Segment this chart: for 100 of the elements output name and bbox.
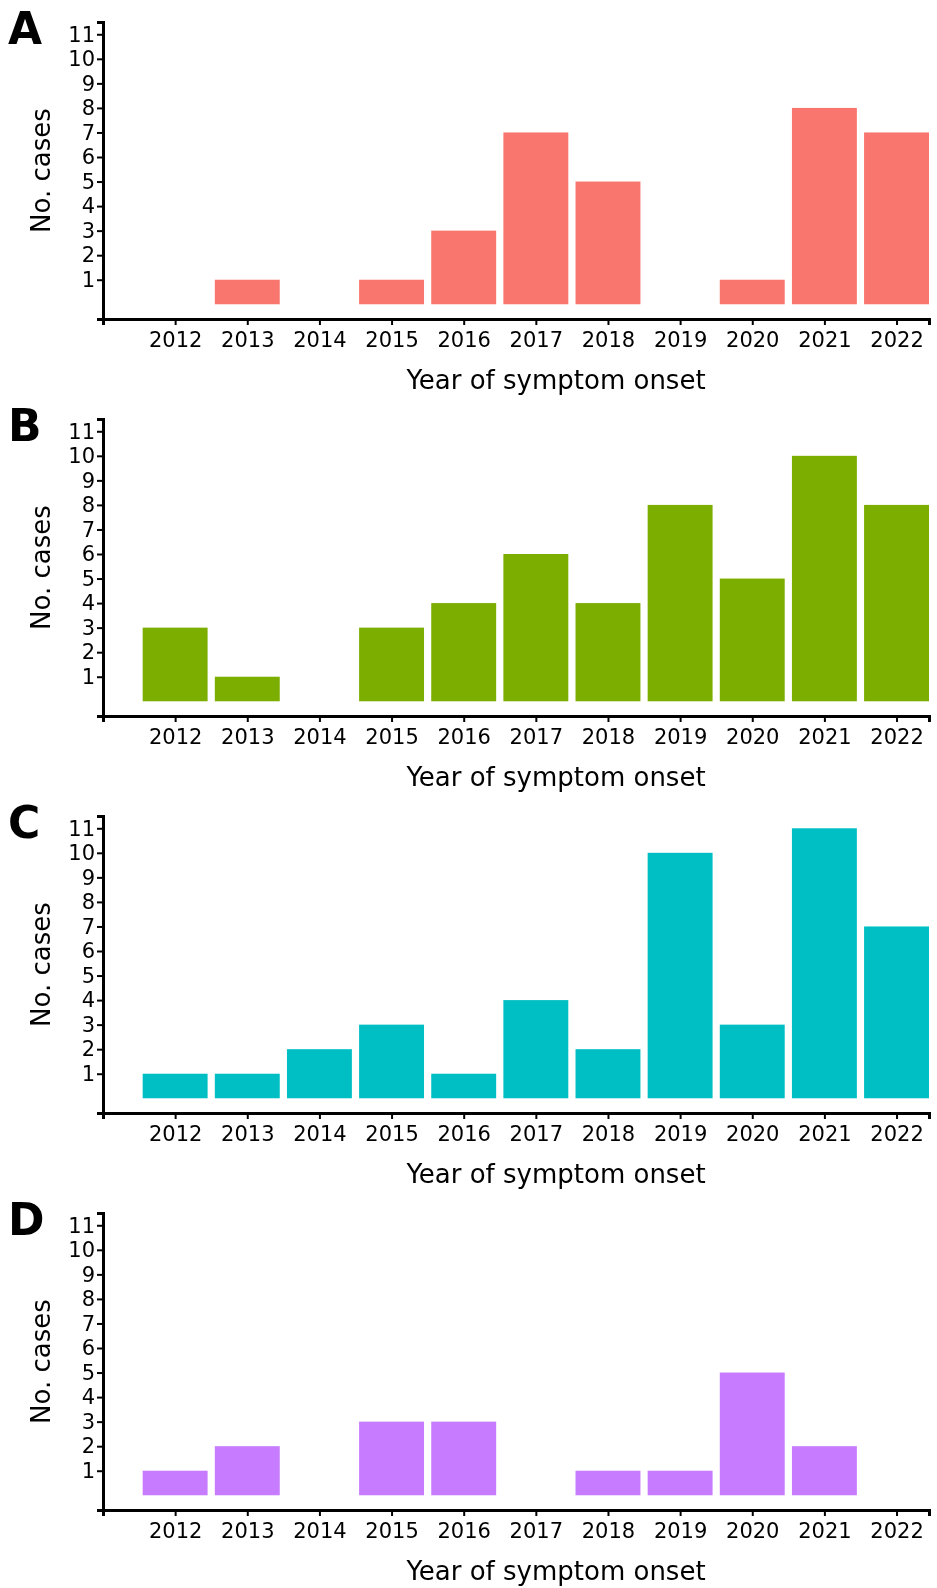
x-tick-label: 2012 xyxy=(148,1121,203,1146)
chart-title: D xyxy=(8,1194,45,1245)
y-tick-label: 11 xyxy=(68,1213,95,1238)
y-tick-label: 2 xyxy=(81,1037,95,1062)
x-tick-label: 2018 xyxy=(581,1121,636,1146)
bar xyxy=(214,676,280,702)
x-tick-label: 2013 xyxy=(221,327,275,352)
y-axis-title: No. cases xyxy=(26,505,56,630)
y-tick-label: 2 xyxy=(81,1434,95,1459)
y-tick-label: 9 xyxy=(81,468,95,493)
bar xyxy=(503,132,569,305)
x-tick-label: 2022 xyxy=(870,1121,924,1146)
bar xyxy=(142,1073,208,1099)
x-tick-label: 2016 xyxy=(437,1518,491,1543)
x-tick-label: 2018 xyxy=(581,724,636,749)
x-tick-label: 2013 xyxy=(221,1121,275,1146)
bar xyxy=(864,132,929,305)
x-tick-label: 2021 xyxy=(798,1121,852,1146)
x-tick-label: 2019 xyxy=(653,327,708,352)
x-tick-label: 2015 xyxy=(365,1518,419,1543)
y-tick-label: 6 xyxy=(81,542,95,567)
bar xyxy=(431,1073,497,1099)
y-tick-label: 4 xyxy=(81,1385,95,1410)
x-tick-label: 2018 xyxy=(581,327,636,352)
y-tick-label: 3 xyxy=(81,1012,95,1037)
y-tick-label: 7 xyxy=(81,120,95,145)
bar xyxy=(359,279,425,305)
x-tick-label: 2019 xyxy=(653,724,708,749)
bar xyxy=(791,828,857,1099)
bar xyxy=(719,1024,785,1099)
y-tick-label: 6 xyxy=(81,939,95,964)
y-axis-title: No. cases xyxy=(26,1299,56,1424)
bar xyxy=(142,627,208,702)
bar xyxy=(142,1470,208,1496)
x-tick-label: 2014 xyxy=(293,724,347,749)
x-tick-label: 2012 xyxy=(148,327,203,352)
bar xyxy=(575,181,641,305)
x-tick-label: 2017 xyxy=(509,724,564,749)
x-tick-label: 2021 xyxy=(798,724,852,749)
y-tick-label: 2 xyxy=(81,640,95,665)
bar xyxy=(791,1446,857,1496)
y-tick-label: 4 xyxy=(81,591,95,616)
y-tick-label: 6 xyxy=(81,145,95,170)
x-tick-label: 2022 xyxy=(870,1518,924,1543)
x-tick-label: 2018 xyxy=(581,1518,636,1543)
bar xyxy=(719,1372,785,1496)
x-axis-title: Year of symptom onset xyxy=(405,762,706,792)
y-tick-label: 11 xyxy=(68,22,95,47)
chart-title: C xyxy=(8,797,41,848)
bar xyxy=(359,1024,425,1099)
bar xyxy=(214,1073,280,1099)
x-tick-label: 2020 xyxy=(726,1518,780,1543)
bar xyxy=(503,1000,569,1099)
y-tick-label: 5 xyxy=(81,963,95,988)
bar xyxy=(359,1421,425,1496)
bar xyxy=(359,627,425,702)
y-tick-label: 8 xyxy=(81,890,95,915)
y-tick-label: 8 xyxy=(81,493,95,518)
x-tick-label: 2022 xyxy=(870,327,924,352)
chart-title: A xyxy=(8,3,43,54)
x-tick-label: 2014 xyxy=(293,1121,347,1146)
x-tick-label: 2016 xyxy=(437,724,491,749)
x-tick-label: 2020 xyxy=(726,327,780,352)
x-tick-label: 2014 xyxy=(293,327,347,352)
bar xyxy=(431,230,497,305)
y-tick-label: 5 xyxy=(81,566,95,591)
bar xyxy=(864,926,929,1099)
x-tick-label: 2013 xyxy=(221,724,275,749)
x-tick-label: 2016 xyxy=(437,1121,491,1146)
bar xyxy=(719,578,785,702)
y-tick-label: 3 xyxy=(81,218,95,243)
bar xyxy=(647,504,713,702)
y-tick-label: 11 xyxy=(68,419,95,444)
x-tick-label: 2015 xyxy=(365,327,419,352)
x-tick-label: 2017 xyxy=(509,1121,564,1146)
y-tick-label: 1 xyxy=(81,1458,95,1483)
y-tick-label: 4 xyxy=(81,988,95,1013)
y-tick-label: 2 xyxy=(81,243,95,268)
y-tick-label: 9 xyxy=(81,865,95,890)
x-tick-label: 2012 xyxy=(148,1518,203,1543)
x-tick-label: 2017 xyxy=(509,327,564,352)
y-tick-label: 6 xyxy=(81,1336,95,1361)
bar xyxy=(575,1049,641,1099)
x-tick-label: 2014 xyxy=(293,1518,347,1543)
y-tick-label: 9 xyxy=(81,71,95,96)
bar xyxy=(647,852,713,1099)
bar xyxy=(719,279,785,305)
bar xyxy=(864,504,929,702)
y-tick-label: 8 xyxy=(81,96,95,121)
bar xyxy=(647,1470,713,1496)
bar xyxy=(286,1049,352,1099)
bar xyxy=(431,603,497,702)
x-tick-label: 2020 xyxy=(726,724,780,749)
x-axis-title: Year of symptom onset xyxy=(405,1159,706,1189)
x-tick-label: 2013 xyxy=(221,1518,275,1543)
x-tick-label: 2021 xyxy=(798,327,852,352)
x-tick-label: 2012 xyxy=(148,724,203,749)
x-tick-label: 2019 xyxy=(653,1121,708,1146)
y-tick-label: 9 xyxy=(81,1262,95,1287)
y-tick-label: 8 xyxy=(81,1287,95,1312)
